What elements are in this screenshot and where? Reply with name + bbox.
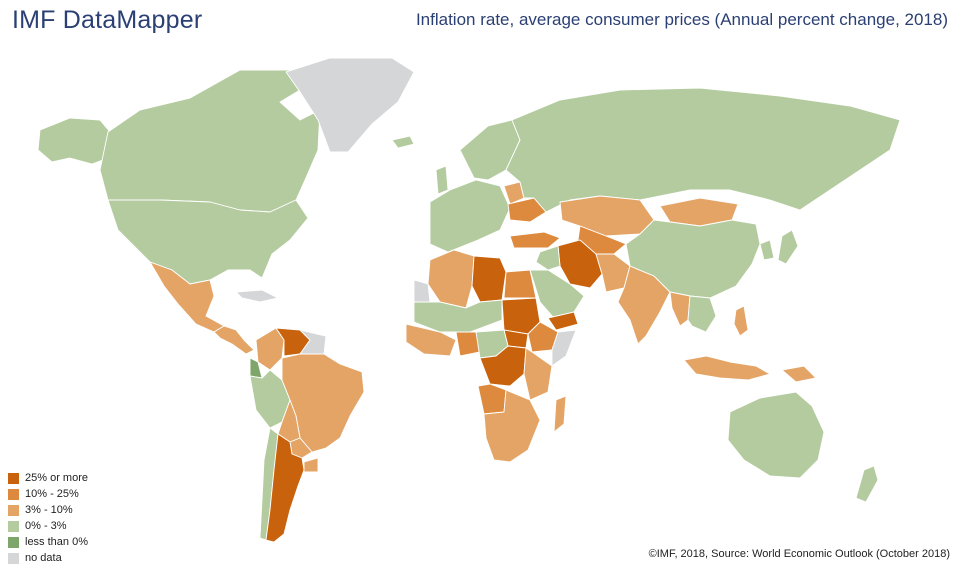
region-sahel[interactable] bbox=[413, 299, 503, 333]
region-kazakhstan[interactable] bbox=[559, 195, 655, 237]
region-southern-africa[interactable] bbox=[483, 389, 541, 463]
region-yemen[interactable] bbox=[547, 311, 579, 331]
region-western-sahara[interactable] bbox=[413, 279, 431, 303]
region-saudi-arabia[interactable] bbox=[529, 269, 585, 319]
region-turkey[interactable] bbox=[509, 231, 561, 249]
region-uruguay[interactable] bbox=[303, 457, 319, 473]
legend-label: 10% - 25% bbox=[25, 488, 79, 500]
world-map[interactable] bbox=[0, 40, 960, 560]
map-title: Inflation rate, average consumer prices … bbox=[415, 10, 948, 29]
legend-swatch bbox=[8, 536, 19, 548]
region-canada[interactable] bbox=[99, 69, 321, 213]
region-egypt[interactable] bbox=[503, 269, 537, 299]
region-united-states[interactable] bbox=[107, 199, 309, 285]
legend-swatch bbox=[8, 488, 19, 500]
region-somalia[interactable] bbox=[551, 329, 577, 367]
legend-label: 3% - 10% bbox=[25, 504, 73, 516]
legend-item[interactable]: 3% - 10% bbox=[8, 502, 88, 518]
legend-swatch bbox=[8, 504, 19, 516]
legend-item[interactable]: 25% or more bbox=[8, 470, 88, 486]
region-iraq[interactable] bbox=[535, 245, 561, 271]
legend-item[interactable]: 0% - 3% bbox=[8, 518, 88, 534]
region-china[interactable] bbox=[625, 219, 761, 299]
region-iceland[interactable] bbox=[391, 135, 415, 149]
region-mexico[interactable] bbox=[149, 261, 225, 333]
legend-label: 0% - 3% bbox=[25, 520, 67, 532]
region-uk[interactable] bbox=[435, 165, 449, 195]
region-cuba[interactable] bbox=[235, 289, 279, 303]
legend-swatch bbox=[8, 552, 19, 564]
region-australia[interactable] bbox=[727, 391, 825, 479]
region-indonesia[interactable] bbox=[683, 355, 771, 381]
region-western-europe[interactable] bbox=[429, 179, 511, 253]
region-iran[interactable] bbox=[557, 239, 603, 289]
legend-label: less than 0% bbox=[25, 536, 88, 548]
region-new-zealand[interactable] bbox=[855, 465, 879, 503]
legend-swatch bbox=[8, 472, 19, 484]
legend-item[interactable]: less than 0% bbox=[8, 534, 88, 550]
source-credit: ©IMF, 2018, Source: World Economic Outlo… bbox=[648, 548, 950, 560]
region-west-africa[interactable] bbox=[405, 323, 457, 357]
region-greenland[interactable] bbox=[285, 57, 415, 153]
region-central-america[interactable] bbox=[213, 325, 255, 355]
region-korea[interactable] bbox=[759, 239, 775, 261]
legend-label: no data bbox=[25, 552, 62, 564]
region-morocco-algeria[interactable] bbox=[427, 249, 475, 309]
region-madagascar[interactable] bbox=[553, 395, 567, 433]
region-east-africa[interactable] bbox=[523, 347, 553, 401]
region-angola[interactable] bbox=[477, 383, 507, 415]
region-southeast-asia[interactable] bbox=[687, 295, 717, 333]
region-alaska[interactable] bbox=[37, 117, 111, 165]
region-papua-new-guinea[interactable] bbox=[781, 365, 817, 383]
region-ukraine[interactable] bbox=[507, 197, 547, 223]
region-japan[interactable] bbox=[777, 229, 799, 265]
region-libya[interactable] bbox=[471, 255, 507, 303]
region-russia[interactable] bbox=[505, 87, 901, 213]
legend-swatch bbox=[8, 520, 19, 532]
region-myanmar[interactable] bbox=[669, 291, 691, 327]
legend-item[interactable]: no data bbox=[8, 550, 88, 566]
legend-label: 25% or more bbox=[25, 472, 88, 484]
app-title: IMF DataMapper bbox=[12, 6, 203, 34]
legend: 25% or more 10% - 25% 3% - 10% 0% - 3% less … bbox=[8, 470, 88, 566]
region-philippines[interactable] bbox=[733, 305, 749, 337]
legend-item[interactable]: 10% - 25% bbox=[8, 486, 88, 502]
region-argentina[interactable] bbox=[265, 433, 305, 543]
